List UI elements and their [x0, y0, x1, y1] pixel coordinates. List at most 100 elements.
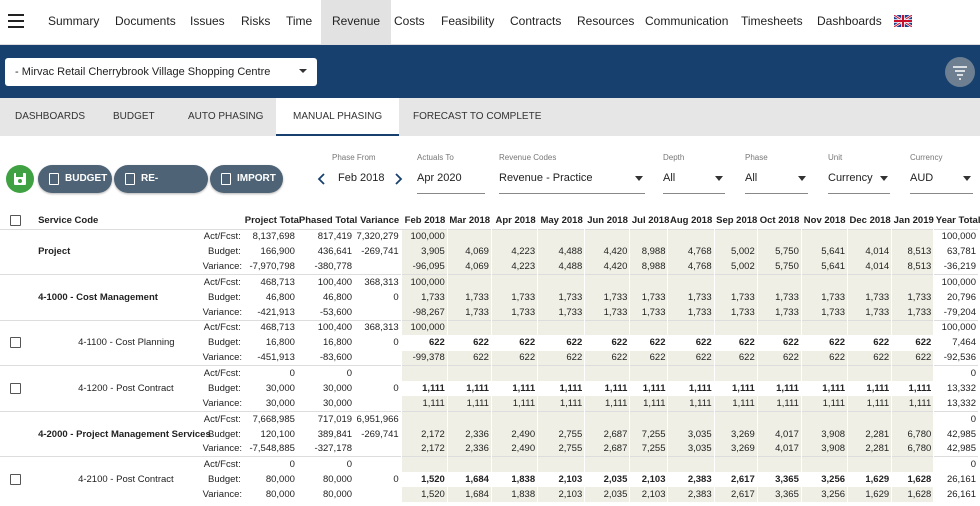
- cell[interactable]: 1,684: [446, 472, 492, 488]
- cell[interactable]: 1,111: [667, 380, 715, 397]
- cell: [354, 365, 402, 381]
- cell[interactable]: 1,111: [584, 380, 631, 397]
- tab[interactable]: MANUAL PHASING: [276, 98, 400, 136]
- cell[interactable]: 622: [891, 335, 935, 351]
- nav-item[interactable]: Summary: [48, 14, 100, 28]
- nav-item[interactable]: Revenue: [321, 0, 392, 44]
- cell[interactable]: 1,111: [446, 380, 492, 397]
- cell[interactable]: 1,111: [490, 380, 539, 397]
- nav-item[interactable]: Contracts: [510, 14, 562, 28]
- cell: [490, 456, 539, 472]
- tab[interactable]: BUDGET: [113, 111, 155, 122]
- table-row: 4-2000 - Project Management Services Act/…: [0, 410, 978, 457]
- cell: 63,781: [946, 246, 976, 258]
- cell[interactable]: 1,111: [537, 380, 586, 397]
- nav-item[interactable]: Feasibility: [441, 14, 495, 28]
- tab[interactable]: FORECAST TO COMPLETE: [413, 111, 542, 122]
- cell: [756, 274, 802, 290]
- checkbox[interactable]: [9, 474, 21, 486]
- nav-item[interactable]: Time: [286, 14, 313, 28]
- cell: [537, 365, 586, 381]
- cell: [847, 365, 893, 381]
- cell[interactable]: 622: [713, 335, 758, 351]
- cell: [667, 319, 715, 336]
- nav-item[interactable]: Issues: [190, 14, 225, 28]
- cell[interactable]: 1,111: [629, 380, 669, 397]
- nav-item[interactable]: Communication: [645, 14, 729, 28]
- filter-label: Revenue Codes: [499, 153, 557, 162]
- cell[interactable]: 622: [537, 335, 586, 351]
- cell[interactable]: 622: [629, 335, 669, 351]
- toolbar-button[interactable]: RE-BASELINE: [114, 165, 208, 212]
- cell: 30,000: [323, 382, 353, 394]
- cell[interactable]: 2,383: [667, 472, 715, 488]
- cell[interactable]: 1,111: [713, 380, 758, 397]
- cell: 0: [933, 365, 978, 381]
- cell[interactable]: 622: [490, 335, 539, 351]
- tab[interactable]: AUTO PHASING: [188, 111, 264, 122]
- cell[interactable]: 1,520: [400, 472, 448, 488]
- language-flag[interactable]: [894, 15, 912, 27]
- filter-value[interactable]: Revenue - Practice: [499, 170, 645, 194]
- cell[interactable]: 1,629: [847, 472, 893, 488]
- cell[interactable]: 622: [800, 335, 849, 351]
- nav-item[interactable]: Timesheets: [741, 14, 803, 28]
- cell[interactable]: 622: [400, 335, 448, 351]
- cell[interactable]: 1,111: [891, 380, 935, 397]
- nav-item[interactable]: Documents: [115, 14, 176, 28]
- nav-item[interactable]: Risks: [241, 14, 271, 28]
- cell[interactable]: 1,838: [490, 472, 539, 488]
- filter-value[interactable]: Feb 2018: [338, 172, 385, 184]
- checkbox[interactable]: [9, 337, 21, 349]
- nav-item[interactable]: Dashboards: [817, 14, 882, 28]
- cell: 1,733: [446, 304, 492, 321]
- cell[interactable]: 622: [667, 335, 715, 351]
- cell: [490, 228, 539, 245]
- cell[interactable]: 1,111: [756, 380, 802, 397]
- filter-value[interactable]: AUD: [910, 170, 973, 194]
- project-select[interactable]: - Mirvac Retail Cherrybrook Village Shop…: [5, 58, 317, 86]
- cell[interactable]: 2,035: [584, 472, 631, 488]
- prev-period[interactable]: [317, 172, 327, 186]
- toolbar-button[interactable]: BUDGET: [38, 165, 112, 193]
- cell: 1,733: [756, 304, 802, 321]
- checkbox[interactable]: [9, 382, 21, 394]
- filter-value[interactable]: All: [745, 170, 808, 194]
- cell[interactable]: 2,617: [713, 472, 758, 488]
- tab[interactable]: DASHBOARDS: [15, 111, 86, 122]
- cell[interactable]: 2,103: [629, 472, 669, 488]
- cell: 7,464: [952, 337, 976, 349]
- menu-icon[interactable]: [8, 14, 24, 28]
- cell[interactable]: 622: [847, 335, 893, 351]
- next-period[interactable]: [393, 172, 403, 186]
- cell[interactable]: 3,365: [756, 472, 802, 488]
- cell: [584, 410, 631, 427]
- cell[interactable]: 1,111: [800, 380, 849, 397]
- cell[interactable]: 622: [584, 335, 631, 351]
- cell[interactable]: 1,628: [891, 472, 935, 488]
- checkbox[interactable]: [9, 215, 21, 227]
- cell[interactable]: 1,111: [400, 380, 448, 397]
- filter-value[interactable]: All: [663, 170, 725, 194]
- cell: 622: [490, 350, 539, 366]
- cell[interactable]: 622: [446, 335, 492, 351]
- filter-button[interactable]: [945, 57, 975, 87]
- cell[interactable]: 622: [756, 335, 802, 351]
- nav-item[interactable]: Costs: [394, 14, 425, 28]
- filter-value[interactable]: Currency: [828, 170, 890, 194]
- toolbar-button[interactable]: IMPORT: [210, 165, 283, 193]
- cell: -380,778: [314, 261, 353, 273]
- nav-item[interactable]: Resources: [577, 14, 635, 28]
- cell: 5,750: [756, 244, 802, 260]
- phasing-table: Service Code Project Total Phased Total Var…: [0, 213, 980, 503]
- filter-value[interactable]: Apr 2020: [417, 170, 485, 194]
- cell: [891, 319, 935, 336]
- save-button[interactable]: [5, 164, 35, 194]
- cell[interactable]: 3,256: [800, 472, 849, 488]
- cell: 2,172: [400, 441, 448, 457]
- cell[interactable]: 1,111: [847, 380, 893, 397]
- cell: [629, 274, 669, 290]
- cell[interactable]: 2,103: [537, 472, 586, 488]
- column-header: Year Total: [935, 215, 980, 227]
- cell: 4,069: [446, 259, 492, 275]
